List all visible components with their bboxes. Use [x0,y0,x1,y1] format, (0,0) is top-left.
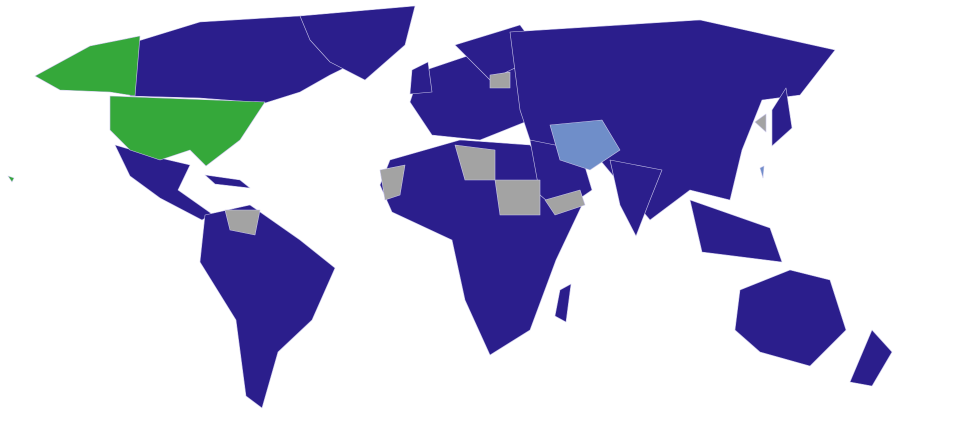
belarus [489,71,511,89]
japan [771,87,793,147]
uk-ireland [409,61,433,95]
madagascar [554,283,572,323]
greenland [299,5,416,81]
alaska [34,35,141,97]
western-sahara [379,164,406,201]
southeast-asia-indonesia [689,199,783,263]
south-america [199,204,336,409]
north-korea [754,113,767,133]
caribbean [204,174,251,189]
new-zealand [849,329,893,387]
india [609,159,663,237]
iran-afghanistan [549,119,621,171]
hawaii [7,175,15,183]
yemen [544,189,586,216]
australia [734,269,847,367]
taiwan [759,165,765,179]
united-states [109,95,266,167]
sudan [494,179,541,216]
venezuela [224,209,261,236]
